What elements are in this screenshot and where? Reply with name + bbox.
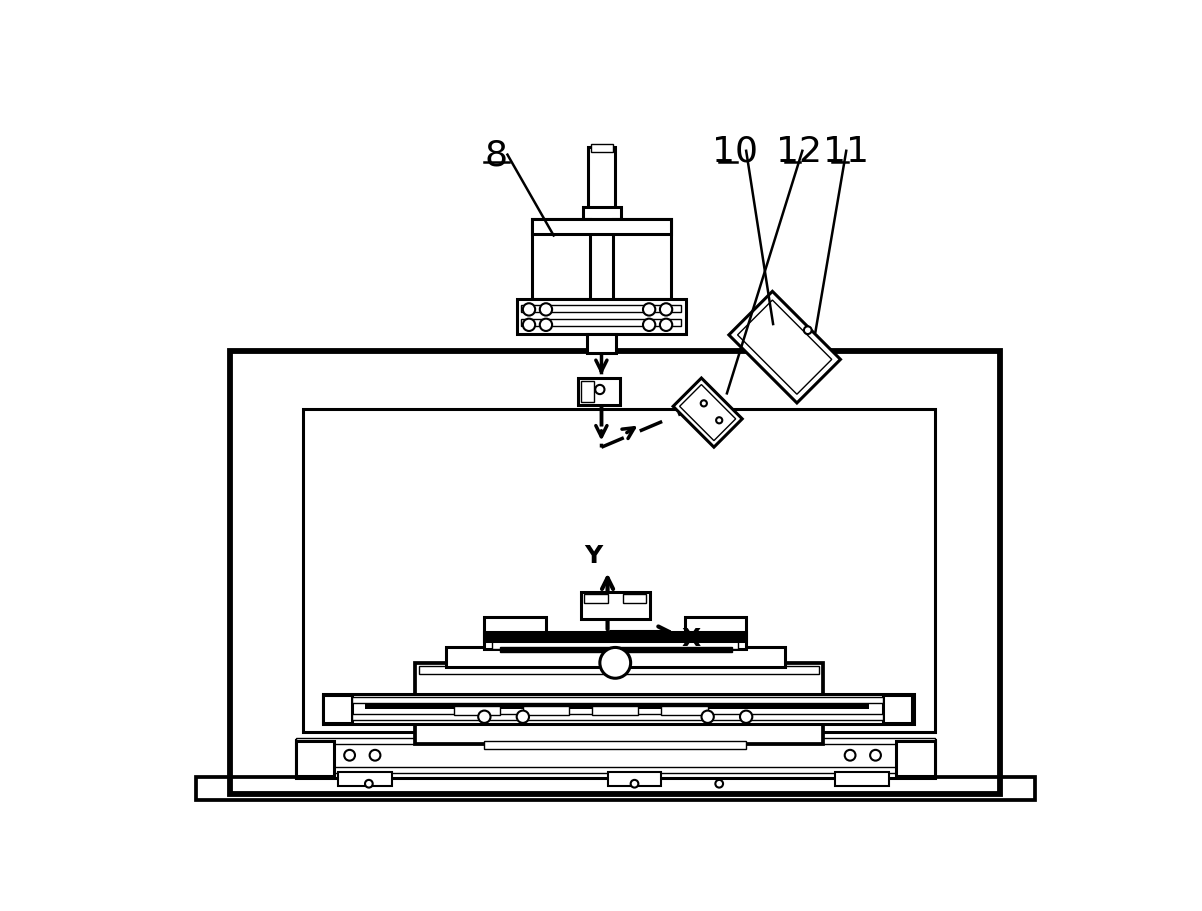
Circle shape [740, 711, 752, 723]
Circle shape [517, 711, 529, 723]
Text: 12: 12 [775, 135, 821, 169]
Bar [583, 208, 621, 220]
Bar [500, 648, 732, 652]
Bar [322, 695, 352, 723]
Bar [365, 703, 869, 710]
Circle shape [660, 304, 672, 316]
Circle shape [715, 780, 724, 788]
Bar [834, 773, 888, 786]
Bar [492, 641, 738, 650]
Bar [419, 666, 820, 674]
Circle shape [845, 750, 856, 761]
Bar [581, 382, 595, 403]
Circle shape [660, 319, 672, 332]
Bar [607, 773, 661, 786]
Bar [685, 617, 746, 650]
Text: 10: 10 [712, 135, 757, 169]
Circle shape [344, 750, 355, 761]
Bar [296, 740, 935, 779]
Bar [523, 706, 569, 715]
Text: 8: 8 [484, 138, 507, 172]
Bar [522, 319, 682, 327]
Text: 11: 11 [823, 135, 869, 169]
Bar [532, 220, 590, 300]
Circle shape [804, 327, 811, 334]
Bar [296, 739, 935, 744]
Bar [883, 695, 912, 723]
Circle shape [370, 750, 380, 761]
Bar [661, 706, 708, 715]
Bar [446, 648, 785, 667]
Circle shape [701, 401, 707, 407]
Bar [679, 385, 736, 441]
Bar [584, 594, 607, 603]
Bar [588, 148, 615, 210]
Circle shape [365, 780, 373, 788]
Circle shape [716, 418, 722, 424]
Circle shape [643, 304, 655, 316]
Bar [352, 697, 883, 703]
Bar [613, 220, 671, 300]
Circle shape [595, 385, 605, 394]
Bar [581, 592, 650, 619]
Circle shape [643, 319, 655, 332]
Bar [231, 352, 1000, 793]
Bar [196, 777, 1035, 800]
Circle shape [631, 780, 638, 788]
Bar [673, 379, 742, 447]
Bar [728, 292, 840, 404]
Bar [590, 145, 613, 152]
Circle shape [702, 711, 714, 723]
Circle shape [540, 304, 552, 316]
Bar [577, 379, 620, 405]
Circle shape [523, 319, 535, 332]
Text: Y: Y [584, 543, 603, 567]
Bar [897, 742, 935, 776]
Circle shape [870, 750, 881, 761]
Bar [484, 742, 746, 749]
Bar [415, 663, 823, 744]
Bar [296, 742, 334, 776]
Bar [738, 301, 832, 394]
Bar [517, 300, 686, 334]
Bar [296, 767, 935, 773]
Bar [587, 334, 615, 353]
Bar [322, 694, 914, 724]
Circle shape [478, 711, 490, 723]
Circle shape [523, 304, 535, 316]
Bar [338, 773, 392, 786]
Circle shape [540, 319, 552, 332]
Bar [453, 706, 500, 715]
Bar [532, 220, 671, 235]
Bar [484, 632, 746, 641]
Bar [484, 617, 546, 650]
Bar [522, 305, 682, 313]
Bar [623, 594, 645, 603]
Text: X: X [682, 627, 701, 650]
Bar [352, 714, 883, 720]
Bar [303, 409, 935, 732]
Bar [593, 706, 638, 715]
Circle shape [600, 648, 631, 679]
